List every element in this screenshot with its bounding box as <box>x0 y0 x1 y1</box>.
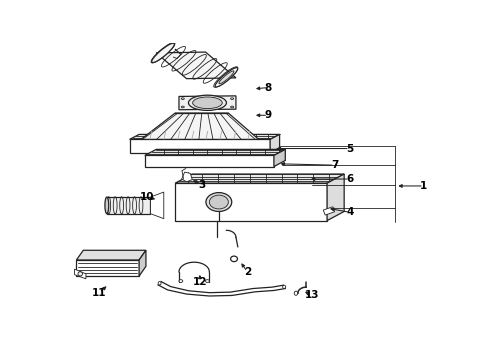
Ellipse shape <box>231 98 234 99</box>
Ellipse shape <box>206 193 232 211</box>
Polygon shape <box>150 192 164 219</box>
Ellipse shape <box>231 106 234 108</box>
Polygon shape <box>179 96 236 110</box>
Bar <box>145 156 274 167</box>
Polygon shape <box>274 149 285 167</box>
Text: 10: 10 <box>140 192 154 202</box>
Polygon shape <box>270 134 280 153</box>
Polygon shape <box>139 250 146 276</box>
Text: 6: 6 <box>346 174 353 184</box>
Polygon shape <box>145 149 285 156</box>
Text: 12: 12 <box>193 276 207 287</box>
Text: 5: 5 <box>346 144 353 153</box>
Ellipse shape <box>193 97 222 109</box>
Ellipse shape <box>179 280 183 283</box>
Polygon shape <box>76 250 146 260</box>
Ellipse shape <box>206 280 209 283</box>
Bar <box>129 139 270 153</box>
Ellipse shape <box>78 272 82 276</box>
Polygon shape <box>141 113 259 139</box>
Text: 7: 7 <box>331 160 339 170</box>
Polygon shape <box>107 197 150 214</box>
Polygon shape <box>323 207 335 215</box>
Ellipse shape <box>283 285 286 288</box>
Polygon shape <box>327 174 344 221</box>
Polygon shape <box>129 134 280 139</box>
Polygon shape <box>175 174 344 183</box>
Text: 11: 11 <box>92 288 106 298</box>
Text: 4: 4 <box>346 207 354 217</box>
Bar <box>175 183 327 221</box>
Polygon shape <box>182 172 192 182</box>
Ellipse shape <box>158 282 161 285</box>
Ellipse shape <box>294 291 297 295</box>
Ellipse shape <box>181 106 184 108</box>
Text: 3: 3 <box>198 180 205 190</box>
Text: 13: 13 <box>305 291 319 301</box>
Text: 1: 1 <box>420 181 428 191</box>
Ellipse shape <box>209 195 228 209</box>
Ellipse shape <box>181 98 184 99</box>
Ellipse shape <box>215 68 238 87</box>
Polygon shape <box>156 52 236 79</box>
Polygon shape <box>74 269 86 279</box>
Bar <box>76 260 139 276</box>
Text: 9: 9 <box>265 110 272 120</box>
Ellipse shape <box>231 256 238 262</box>
Ellipse shape <box>152 43 174 63</box>
Text: 8: 8 <box>265 82 272 93</box>
Ellipse shape <box>219 71 234 84</box>
Text: 2: 2 <box>244 267 251 277</box>
Ellipse shape <box>105 197 109 214</box>
Ellipse shape <box>189 95 226 111</box>
